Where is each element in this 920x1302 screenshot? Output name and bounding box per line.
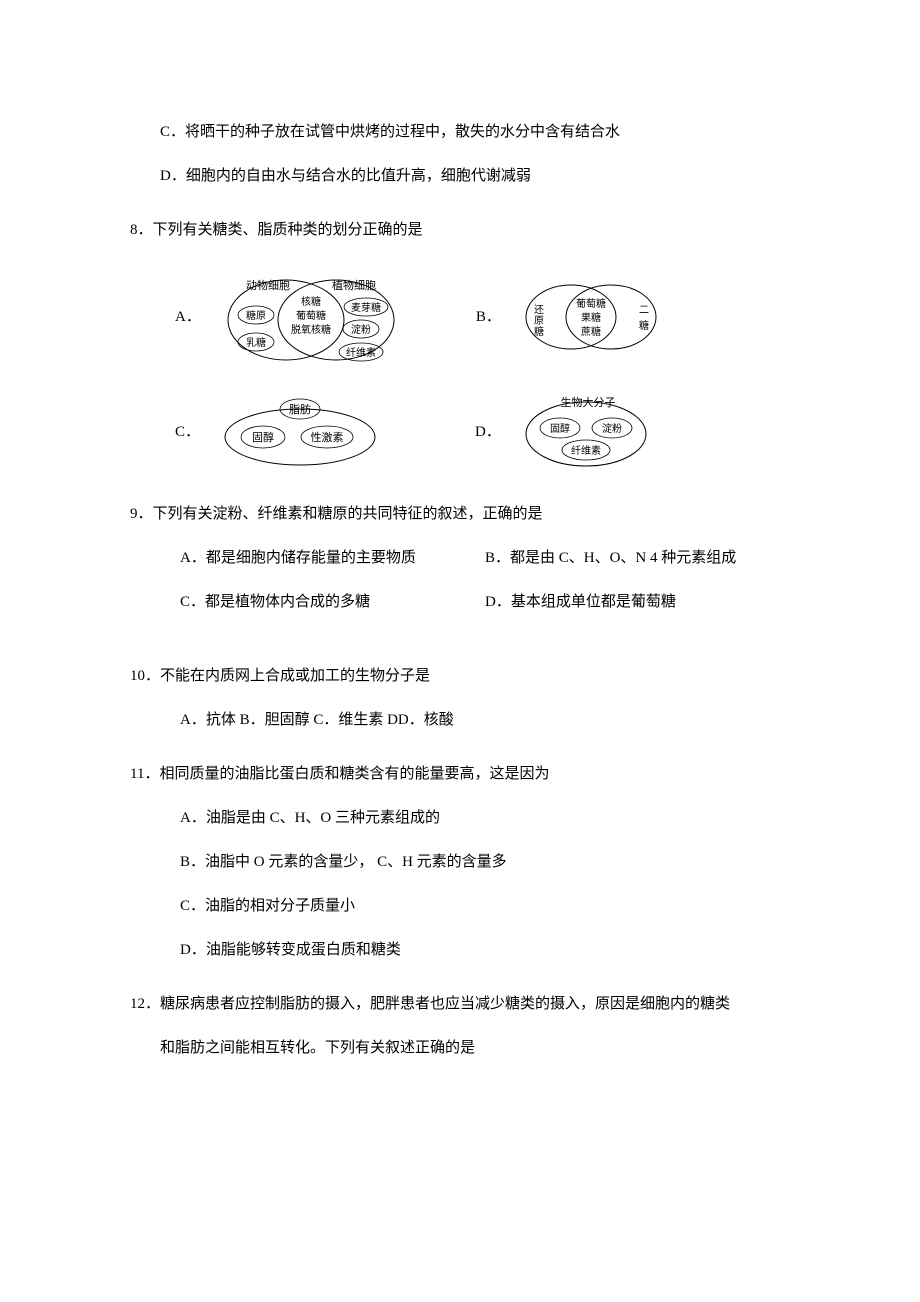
q11-stem: 11．相同质量的油脂比蛋白质和糖类含有的能量要高，这是因为: [130, 762, 790, 786]
q8-diagram-row-2: C． 脂肪 固醇 性激素 D． 生物大分子 固醇 淀粉 纤维素: [130, 392, 790, 472]
q8-diagram-d: 生物大分子 固醇 淀粉 纤维素: [516, 392, 656, 472]
q7-option-d: D．细胞内的自由水与结合水的比值升高，细胞代谢减弱: [160, 164, 790, 188]
svg-text:蔗糖: 蔗糖: [581, 325, 601, 338]
svg-text:脂肪: 脂肪: [289, 402, 311, 416]
q9-option-d: D．基本组成单位都是葡萄糖: [485, 590, 790, 614]
svg-text:动物细胞: 动物细胞: [246, 278, 290, 292]
svg-text:葡萄糖: 葡萄糖: [296, 309, 326, 322]
q8-label-a: A．: [175, 305, 201, 329]
q11-option-c: C．油脂的相对分子质量小: [180, 894, 790, 918]
q9-options-row-2: C．都是植物体内合成的多糖 D．基本组成单位都是葡萄糖: [180, 590, 790, 614]
q8-diagram-a: 动物细胞 植物细胞 糖原 乳糖 核糖 葡萄糖 脱氧核糖 麦芽糖 淀粉 纤维素: [216, 267, 406, 367]
q7-option-c: C．将晒干的种子放在试管中烘烤的过程中，散失的水分中含有结合水: [160, 120, 790, 144]
svg-text:脱氧核糖: 脱氧核糖: [291, 323, 331, 336]
svg-text:糖: 糖: [639, 319, 649, 332]
q9-option-a: A．都是细胞内储存能量的主要物质: [180, 546, 485, 570]
q8-diagram-c: 脂肪 固醇 性激素: [215, 395, 385, 470]
q11-option-a: A．油脂是由 C、H、O 三种元素组成的: [180, 806, 790, 830]
svg-text:原: 原: [534, 315, 544, 327]
q11-option-b: B．油脂中 O 元素的含量少， C、H 元素的含量多: [180, 850, 790, 874]
svg-text:麦芽糖: 麦芽糖: [351, 301, 381, 314]
q10-stem: 10．不能在内质网上合成或加工的生物分子是: [130, 664, 790, 688]
svg-text:生物大分子: 生物大分子: [560, 395, 615, 409]
svg-text:核糖: 核糖: [301, 295, 321, 308]
svg-text:还: 还: [534, 304, 544, 316]
svg-text:性激素: 性激素: [311, 430, 344, 444]
svg-text:淀粉: 淀粉: [351, 323, 371, 336]
q10-options: A．抗体 B．胆固醇 C．维生素 DD．核酸: [180, 708, 790, 732]
q9-stem: 9．下列有关淀粉、纤维素和糖原的共同特征的叙述，正确的是: [130, 502, 790, 526]
svg-text:固醇: 固醇: [252, 430, 274, 444]
q8-label-b: B．: [476, 305, 501, 329]
q12-stem: 12．糖尿病患者应控制脂肪的摄入，肥胖患者也应当减少糖类的摄入，原因是细胞内的糖…: [130, 992, 790, 1016]
q9-options-row-1: A．都是细胞内储存能量的主要物质 B．都是由 C、H、O、N 4 种元素组成: [180, 546, 790, 570]
q9-option-b: B．都是由 C、H、O、N 4 种元素组成: [485, 546, 790, 570]
svg-text:纤维素: 纤维素: [346, 346, 376, 359]
q8-label-c: C．: [175, 420, 200, 444]
svg-text:淀粉: 淀粉: [602, 422, 622, 435]
q12-continuation: 和脂肪之间能相互转化。下列有关叙述正确的是: [160, 1036, 790, 1060]
svg-text:果糖: 果糖: [581, 311, 601, 324]
svg-text:糖: 糖: [534, 325, 544, 338]
svg-text:固醇: 固醇: [550, 422, 570, 435]
svg-text:乳糖: 乳糖: [246, 336, 266, 349]
q8-stem: 8．下列有关糖类、脂质种类的划分正确的是: [130, 218, 790, 242]
svg-text:二: 二: [639, 305, 649, 316]
q8-diagram-row-1: A． 动物细胞 植物细胞 糖原 乳糖 核糖 葡萄糖 脱氧核糖 麦芽糖 淀粉 纤维…: [130, 267, 790, 367]
svg-text:葡萄糖: 葡萄糖: [576, 297, 606, 310]
svg-text:纤维素: 纤维素: [571, 444, 601, 457]
q11-option-d: D．油脂能够转变成蛋白质和糖类: [180, 938, 790, 962]
svg-text:植物细胞: 植物细胞: [332, 278, 376, 292]
q8-label-d: D．: [475, 420, 501, 444]
svg-text:糖原: 糖原: [246, 309, 266, 322]
q9-option-c: C．都是植物体内合成的多糖: [180, 590, 485, 614]
q8-diagram-b: 还 原 糖 二 糖 葡萄糖 果糖 蔗糖: [516, 277, 666, 357]
